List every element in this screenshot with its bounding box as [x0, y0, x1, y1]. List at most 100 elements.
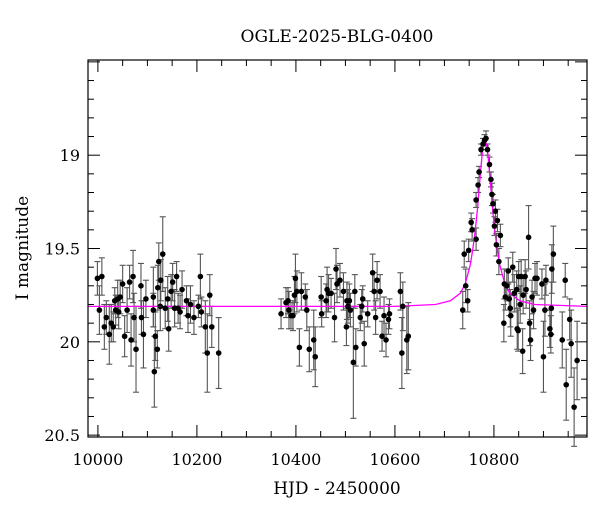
data-point [162, 305, 169, 312]
data-point [488, 176, 494, 183]
data-point [379, 333, 385, 340]
data-point [185, 312, 191, 319]
data-point [566, 316, 573, 323]
data-point [497, 232, 504, 239]
data-point [151, 368, 158, 375]
data-point [543, 277, 549, 284]
x-tick-label: 10200 [171, 450, 222, 469]
data-point [359, 296, 366, 302]
data-point [96, 307, 103, 313]
data-point [549, 266, 555, 272]
data-point [115, 309, 122, 315]
data-point [130, 273, 136, 280]
data-point [302, 294, 309, 300]
data-point [484, 146, 491, 153]
data-point [383, 337, 389, 343]
data-point [140, 331, 147, 338]
data-point [117, 294, 123, 300]
data-point [507, 305, 514, 312]
data-point [204, 350, 211, 356]
data-point [547, 325, 553, 332]
data-point [198, 309, 205, 315]
data-point [157, 303, 164, 310]
data-point [328, 290, 334, 297]
data-point [464, 297, 471, 304]
data-point [462, 283, 469, 289]
data-point [491, 223, 498, 229]
data-point [534, 275, 540, 282]
data-point [473, 197, 479, 203]
data-point [490, 200, 496, 207]
data-point [563, 381, 570, 388]
data-point [397, 288, 404, 295]
x-tick-label: 10400 [270, 450, 321, 469]
data-point [331, 314, 338, 321]
data-point [352, 288, 358, 295]
data-point [310, 337, 317, 343]
data-point [381, 312, 387, 319]
data-point [461, 251, 468, 257]
data-point [574, 357, 580, 364]
data-point [364, 311, 371, 317]
data-point [476, 169, 482, 175]
data-point [99, 273, 105, 280]
data-point [191, 314, 197, 321]
data-point [179, 286, 185, 293]
data-point [475, 182, 481, 188]
data-point [159, 251, 166, 257]
data-point [124, 307, 130, 313]
data-point [119, 281, 126, 287]
data-point [304, 307, 310, 313]
data-point [548, 305, 555, 312]
data-point [478, 146, 484, 153]
data-point [333, 266, 339, 272]
data-point [286, 307, 292, 313]
data-point [369, 269, 376, 276]
data-point [94, 275, 101, 282]
data-point [215, 350, 222, 356]
data-point [164, 296, 171, 302]
data-point [101, 324, 108, 330]
data-point [515, 327, 521, 334]
x-axis-label: HJD - 2450000 [273, 479, 401, 499]
data-point [294, 288, 300, 295]
data-point [323, 297, 329, 304]
data-point [468, 219, 474, 226]
data-point [513, 286, 520, 293]
data-point [506, 296, 513, 302]
x-tick-label: 10800 [468, 450, 519, 469]
data-point [152, 333, 159, 340]
data-point [103, 314, 110, 321]
data-point [505, 268, 512, 274]
data-point [399, 350, 405, 356]
plot-frame [87, 59, 588, 438]
data-point [494, 217, 501, 224]
data-point [278, 311, 284, 317]
data-point [154, 346, 161, 353]
data-point [522, 273, 528, 280]
data-point [128, 337, 134, 343]
data-point [374, 277, 380, 284]
data-point [386, 311, 393, 317]
data-point [208, 324, 215, 330]
y-tick-label: 20 [60, 333, 80, 352]
data-point [527, 337, 534, 343]
data-point [177, 309, 183, 315]
data-point [519, 348, 526, 354]
data-point [155, 284, 161, 291]
data-point [540, 353, 547, 360]
data-point [465, 247, 472, 254]
data-point [347, 307, 354, 313]
data-point [501, 320, 507, 326]
data-point [318, 294, 324, 300]
data-point [337, 277, 343, 284]
data-point [517, 301, 523, 308]
y-axis-label: I magnitude [13, 196, 33, 300]
data-point [530, 307, 537, 313]
data-point [110, 324, 117, 330]
data-point [358, 303, 365, 310]
data-point [486, 161, 493, 168]
y-tick-label: 19 [60, 146, 80, 165]
